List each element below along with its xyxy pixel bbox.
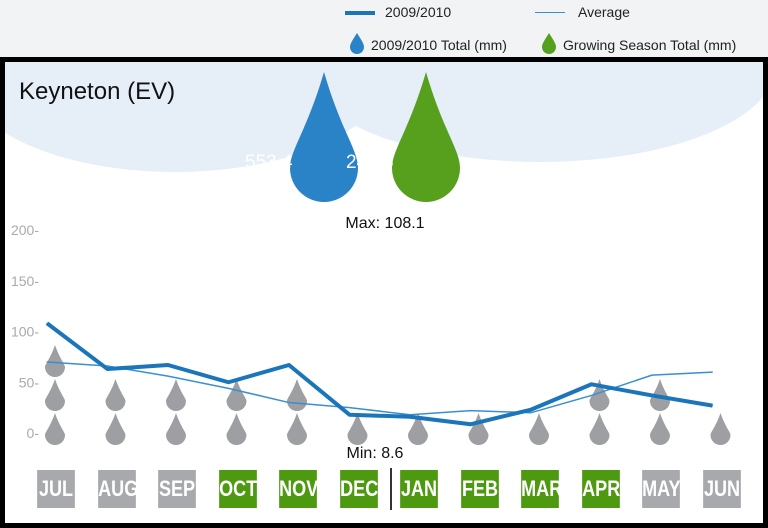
rain-drop-icon <box>710 413 731 445</box>
data-point <box>470 423 471 425</box>
data-point <box>288 364 290 366</box>
data-point <box>167 375 169 377</box>
rainfall-chart: 0- 50- 100- 150- 200- <box>11 72 731 445</box>
month-nov[interactable]: NOV <box>279 470 318 508</box>
rain-drop-icon <box>105 413 126 445</box>
growing-total-drop-icon <box>392 72 460 202</box>
growing-total-value: 242.5 <box>346 152 394 173</box>
month-apr[interactable]: APR <box>581 470 620 508</box>
season-line <box>45 321 713 427</box>
rain-drop-icon <box>468 413 489 445</box>
rain-drop-icon <box>105 379 126 411</box>
legend-series-label: 2009/2010 <box>385 4 452 20</box>
data-point <box>46 322 48 324</box>
growing-drop-icon <box>542 33 556 54</box>
rain-drop-icon <box>166 379 186 411</box>
y-tick-label: 100- <box>11 324 39 340</box>
data-point <box>651 374 653 376</box>
y-tick-label: 150- <box>11 273 39 289</box>
rain-drop-icon <box>529 413 549 445</box>
data-point <box>530 412 532 414</box>
min-label: Min: 8.6 <box>346 445 404 462</box>
rain-drop-icon <box>166 413 186 445</box>
rain-drop-icon <box>287 413 307 445</box>
season-total-value: 553.4 <box>245 152 293 173</box>
data-point <box>107 365 108 367</box>
data-point <box>470 410 471 412</box>
station-title: Keyneton (EV) <box>19 78 176 105</box>
data-point <box>651 394 653 396</box>
data-point <box>349 407 350 409</box>
legend-average-label: Average <box>578 4 630 20</box>
month-jan[interactable]: JAN <box>400 470 438 508</box>
month-jul[interactable]: JUL <box>37 470 75 508</box>
month-feb[interactable]: FEB <box>460 470 499 508</box>
rain-drop-icon <box>226 379 247 411</box>
rain-drop-icon <box>287 379 307 411</box>
legend-total-label: 2009/2010 Total (mm) <box>371 37 507 53</box>
data-point <box>409 414 411 416</box>
y-tick-label: 50- <box>19 374 40 390</box>
data-point <box>288 402 290 404</box>
data-point <box>712 371 713 373</box>
rain-drop-icon <box>45 379 65 411</box>
month-aug[interactable]: AUG <box>97 470 138 508</box>
month-oct[interactable]: OCT <box>218 470 257 508</box>
data-point <box>46 361 48 363</box>
data-point <box>409 416 411 418</box>
month-dec[interactable]: DEC <box>339 470 378 508</box>
rain-drop-icon <box>650 413 670 445</box>
year-divider <box>390 468 392 510</box>
data-point <box>228 387 229 389</box>
legend-growing-label: Growing Season Total (mm) <box>563 37 737 53</box>
rain-drop-icon <box>45 345 65 377</box>
rain-drop-icon <box>45 413 65 445</box>
chart-panel: Keyneton (EV) 0- 50- 100- 150- 200- 553.4 24… <box>0 57 768 528</box>
data-point <box>107 368 108 370</box>
month-may[interactable]: MAY <box>642 470 681 508</box>
rain-drop-icon <box>408 413 428 445</box>
rain-drop-icon <box>226 413 247 445</box>
average-line <box>46 361 713 416</box>
legend-average-swatch <box>535 12 565 13</box>
rain-drop-icon <box>347 413 368 445</box>
data-point <box>591 394 592 396</box>
month-sep[interactable]: SEP <box>158 470 196 508</box>
season-total-drop-icon <box>290 72 358 202</box>
rain-drop-icon <box>589 413 610 445</box>
data-point <box>167 364 169 366</box>
data-point <box>712 405 713 407</box>
data-point <box>349 414 350 416</box>
data-point <box>228 381 229 383</box>
max-label: Max: 108.1 <box>345 215 425 232</box>
y-tick-label: 200- <box>11 222 39 238</box>
data-point <box>530 409 532 411</box>
month-mar[interactable]: MAR <box>521 470 562 508</box>
rain-drop-icon <box>589 379 610 411</box>
total-drop-icon <box>350 33 364 54</box>
data-point <box>591 383 592 385</box>
month-jun[interactable]: JUN <box>702 470 741 508</box>
y-tick-label: 0- <box>27 425 40 441</box>
legend-series-swatch <box>345 11 375 15</box>
